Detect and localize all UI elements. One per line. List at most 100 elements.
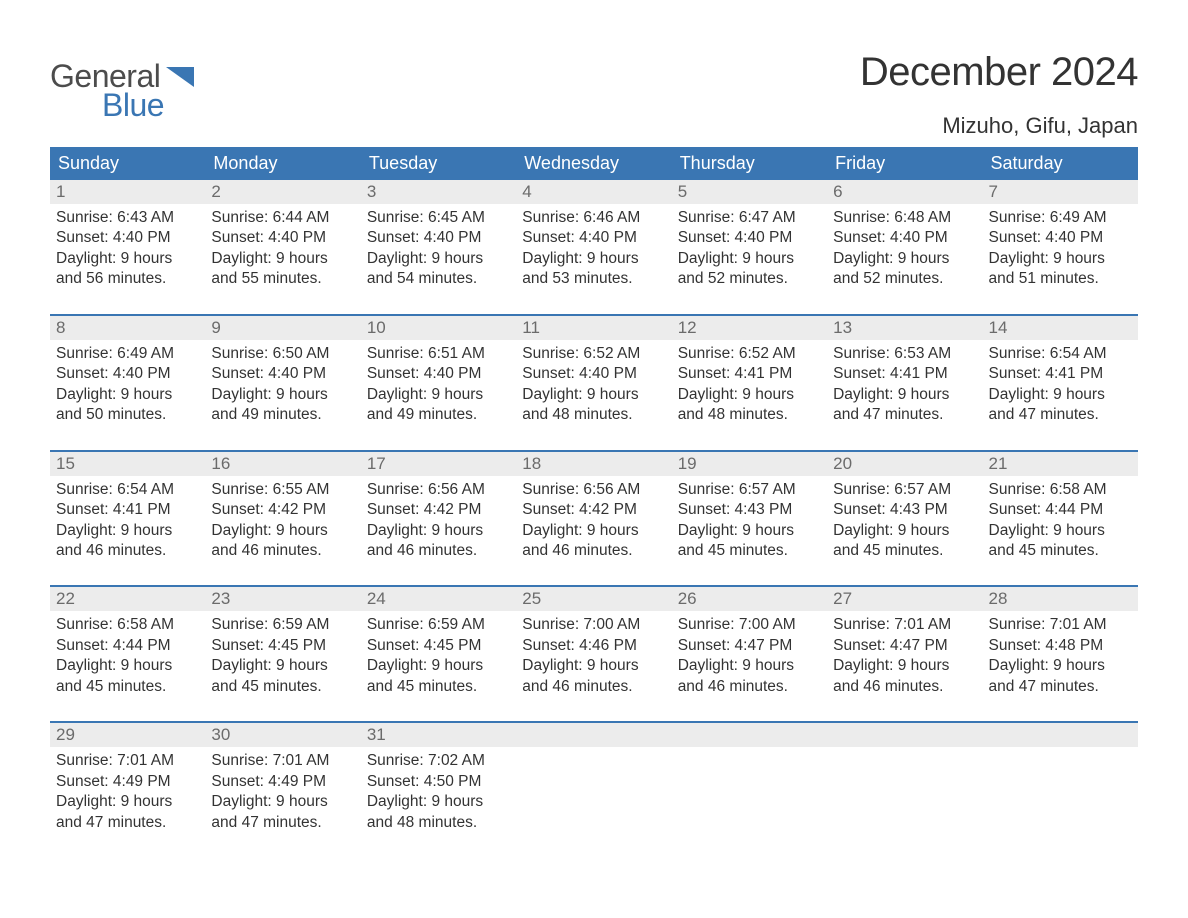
sunrise-text: Sunrise: 7:01 AM: [56, 751, 199, 771]
weekday-header: Monday: [205, 147, 360, 180]
sunset-text: Sunset: 4:43 PM: [678, 500, 821, 520]
week-row: 29Sunrise: 7:01 AMSunset: 4:49 PMDayligh…: [50, 721, 1138, 837]
week-row: 1Sunrise: 6:43 AMSunset: 4:40 PMDaylight…: [50, 180, 1138, 294]
sunset-text: Sunset: 4:45 PM: [211, 636, 354, 656]
day-body: Sunrise: 6:46 AMSunset: 4:40 PMDaylight:…: [516, 204, 671, 294]
day-body: Sunrise: 6:43 AMSunset: 4:40 PMDaylight:…: [50, 204, 205, 294]
sunrise-text: Sunrise: 6:57 AM: [833, 480, 976, 500]
location-subtitle: Mizuho, Gifu, Japan: [860, 113, 1138, 139]
daylight-line2: and 46 minutes.: [833, 677, 976, 697]
sunrise-text: Sunrise: 6:56 AM: [522, 480, 665, 500]
day-number: 24: [361, 587, 516, 611]
daylight-line2: and 47 minutes.: [989, 677, 1132, 697]
daylight-line1: Daylight: 9 hours: [833, 249, 976, 269]
day-body: Sunrise: 6:55 AMSunset: 4:42 PMDaylight:…: [205, 476, 360, 566]
daylight-line1: Daylight: 9 hours: [367, 385, 510, 405]
day-cell: 7Sunrise: 6:49 AMSunset: 4:40 PMDaylight…: [983, 180, 1138, 294]
weekday-header: Sunday: [50, 147, 205, 180]
daylight-line2: and 48 minutes.: [678, 405, 821, 425]
daylight-line1: Daylight: 9 hours: [211, 385, 354, 405]
day-body: Sunrise: 7:00 AMSunset: 4:47 PMDaylight:…: [672, 611, 827, 701]
daylight-line1: Daylight: 9 hours: [522, 385, 665, 405]
daylight-line1: Daylight: 9 hours: [367, 792, 510, 812]
day-body: Sunrise: 6:49 AMSunset: 4:40 PMDaylight:…: [50, 340, 205, 430]
sunset-text: Sunset: 4:40 PM: [367, 364, 510, 384]
day-number: 3: [361, 180, 516, 204]
day-cell: 31Sunrise: 7:02 AMSunset: 4:50 PMDayligh…: [361, 723, 516, 837]
day-number: 7: [983, 180, 1138, 204]
day-number: 15: [50, 452, 205, 476]
day-cell: 21Sunrise: 6:58 AMSunset: 4:44 PMDayligh…: [983, 452, 1138, 566]
day-cell: .: [672, 723, 827, 837]
day-body: Sunrise: 6:49 AMSunset: 4:40 PMDaylight:…: [983, 204, 1138, 294]
daylight-line1: Daylight: 9 hours: [211, 249, 354, 269]
day-number: 28: [983, 587, 1138, 611]
week-row: 8Sunrise: 6:49 AMSunset: 4:40 PMDaylight…: [50, 314, 1138, 430]
daylight-line2: and 45 minutes.: [989, 541, 1132, 561]
day-body: Sunrise: 6:57 AMSunset: 4:43 PMDaylight:…: [672, 476, 827, 566]
sunset-text: Sunset: 4:40 PM: [211, 364, 354, 384]
sunrise-text: Sunrise: 7:01 AM: [989, 615, 1132, 635]
sunset-text: Sunset: 4:41 PM: [833, 364, 976, 384]
day-cell: 11Sunrise: 6:52 AMSunset: 4:40 PMDayligh…: [516, 316, 671, 430]
day-number: 14: [983, 316, 1138, 340]
day-number: 27: [827, 587, 982, 611]
day-number: .: [672, 723, 827, 747]
day-number: 17: [361, 452, 516, 476]
daylight-line1: Daylight: 9 hours: [56, 249, 199, 269]
day-cell: .: [983, 723, 1138, 837]
sunrise-text: Sunrise: 6:49 AM: [56, 344, 199, 364]
daylight-line1: Daylight: 9 hours: [989, 385, 1132, 405]
day-body: Sunrise: 6:48 AMSunset: 4:40 PMDaylight:…: [827, 204, 982, 294]
sunset-text: Sunset: 4:40 PM: [989, 228, 1132, 248]
daylight-line1: Daylight: 9 hours: [211, 792, 354, 812]
daylight-line1: Daylight: 9 hours: [678, 656, 821, 676]
day-body: Sunrise: 6:56 AMSunset: 4:42 PMDaylight:…: [516, 476, 671, 566]
sunrise-text: Sunrise: 6:56 AM: [367, 480, 510, 500]
day-cell: .: [516, 723, 671, 837]
day-number: 2: [205, 180, 360, 204]
day-body: Sunrise: 6:52 AMSunset: 4:41 PMDaylight:…: [672, 340, 827, 430]
sunset-text: Sunset: 4:40 PM: [367, 228, 510, 248]
logo-word-blue: Blue: [102, 87, 164, 124]
day-number: 22: [50, 587, 205, 611]
day-number: 4: [516, 180, 671, 204]
sunrise-text: Sunrise: 6:50 AM: [211, 344, 354, 364]
weeks-container: 1Sunrise: 6:43 AMSunset: 4:40 PMDaylight…: [50, 180, 1138, 837]
day-number: 13: [827, 316, 982, 340]
sunrise-text: Sunrise: 7:01 AM: [833, 615, 976, 635]
day-cell: 16Sunrise: 6:55 AMSunset: 4:42 PMDayligh…: [205, 452, 360, 566]
day-cell: 8Sunrise: 6:49 AMSunset: 4:40 PMDaylight…: [50, 316, 205, 430]
day-body: Sunrise: 6:50 AMSunset: 4:40 PMDaylight:…: [205, 340, 360, 430]
day-number: .: [827, 723, 982, 747]
daylight-line2: and 45 minutes.: [367, 677, 510, 697]
day-number: 30: [205, 723, 360, 747]
week-row: 15Sunrise: 6:54 AMSunset: 4:41 PMDayligh…: [50, 450, 1138, 566]
daylight-line1: Daylight: 9 hours: [367, 249, 510, 269]
day-cell: 4Sunrise: 6:46 AMSunset: 4:40 PMDaylight…: [516, 180, 671, 294]
sunset-text: Sunset: 4:41 PM: [56, 500, 199, 520]
weekday-header: Wednesday: [516, 147, 671, 180]
day-number: 5: [672, 180, 827, 204]
sunset-text: Sunset: 4:41 PM: [678, 364, 821, 384]
day-body: Sunrise: 7:01 AMSunset: 4:48 PMDaylight:…: [983, 611, 1138, 701]
sunset-text: Sunset: 4:47 PM: [833, 636, 976, 656]
day-body: Sunrise: 6:47 AMSunset: 4:40 PMDaylight:…: [672, 204, 827, 294]
daylight-line2: and 48 minutes.: [367, 813, 510, 833]
sunrise-text: Sunrise: 6:48 AM: [833, 208, 976, 228]
day-number: 9: [205, 316, 360, 340]
day-cell: 5Sunrise: 6:47 AMSunset: 4:40 PMDaylight…: [672, 180, 827, 294]
sunrise-text: Sunrise: 6:59 AM: [211, 615, 354, 635]
day-body: Sunrise: 6:54 AMSunset: 4:41 PMDaylight:…: [50, 476, 205, 566]
title-block: December 2024 Mizuho, Gifu, Japan: [860, 50, 1138, 139]
day-number: 29: [50, 723, 205, 747]
sunset-text: Sunset: 4:42 PM: [367, 500, 510, 520]
daylight-line1: Daylight: 9 hours: [678, 521, 821, 541]
day-cell: .: [827, 723, 982, 837]
sunset-text: Sunset: 4:50 PM: [367, 772, 510, 792]
day-body: Sunrise: 7:00 AMSunset: 4:46 PMDaylight:…: [516, 611, 671, 701]
sunset-text: Sunset: 4:40 PM: [522, 364, 665, 384]
sunset-text: Sunset: 4:42 PM: [522, 500, 665, 520]
daylight-line1: Daylight: 9 hours: [211, 521, 354, 541]
daylight-line2: and 46 minutes.: [678, 677, 821, 697]
